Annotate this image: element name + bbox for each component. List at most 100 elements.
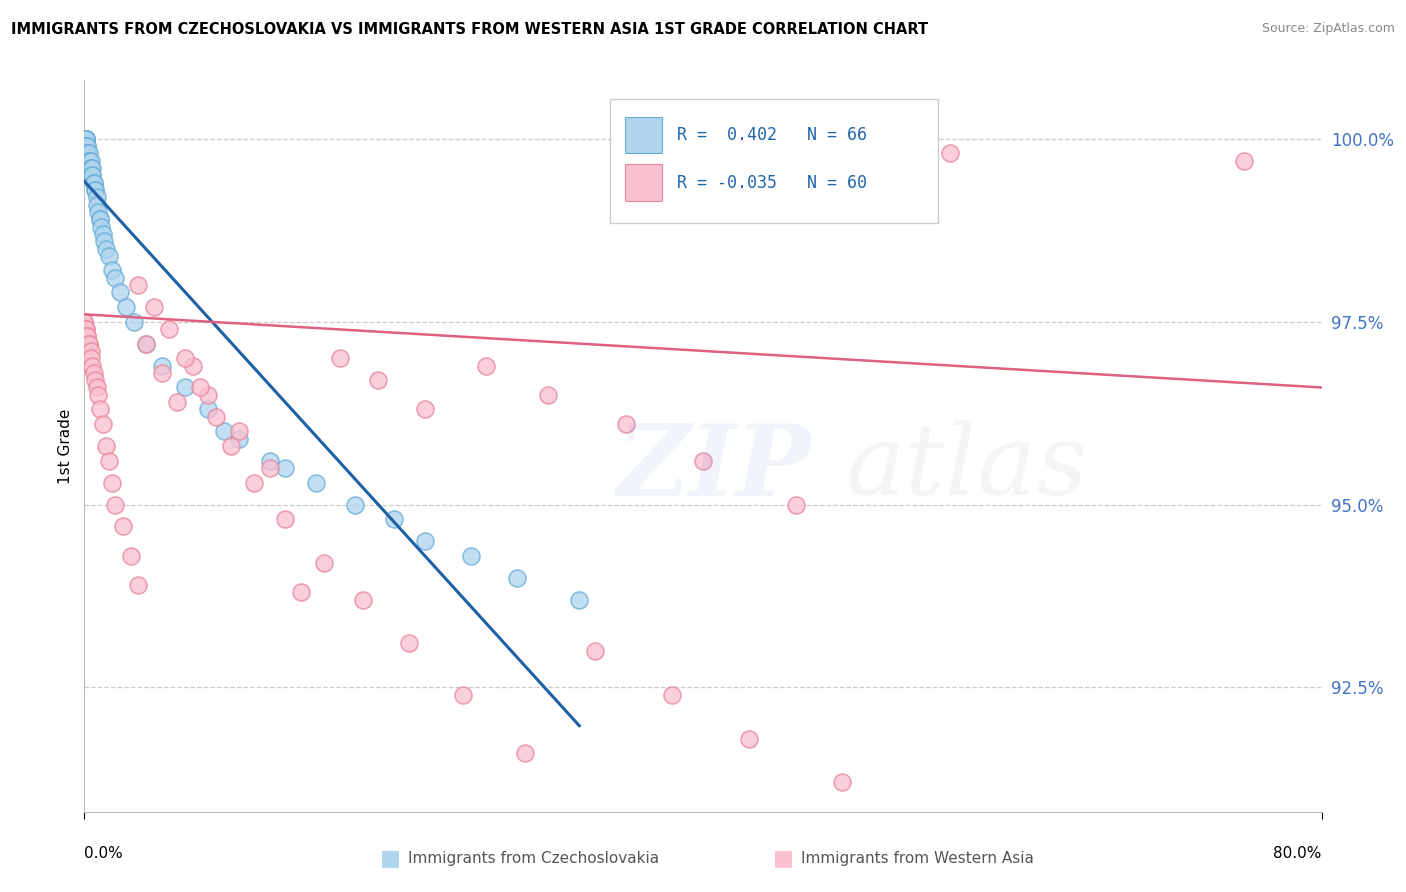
Point [89, 402, 111, 417]
Point [150, 366, 173, 380]
Point [79, 161, 101, 175]
Point [82, 161, 104, 175]
Point [614, 417, 637, 431]
Point [127, 278, 149, 293]
Point [76, 146, 98, 161]
Point [73, 132, 96, 146]
Point [537, 388, 560, 402]
Point [831, 775, 853, 789]
Point [73, 139, 96, 153]
Point [91, 227, 114, 241]
Point [115, 300, 138, 314]
Point [86, 380, 108, 394]
Point [274, 512, 297, 526]
Point [174, 351, 197, 366]
Point [205, 409, 228, 424]
Text: R = -0.035   N = 60: R = -0.035 N = 60 [678, 174, 868, 192]
Point [84, 183, 107, 197]
Point [101, 263, 124, 277]
Point [475, 359, 498, 373]
Text: ZIP: ZIP [616, 420, 811, 516]
Point [228, 432, 250, 446]
Point [738, 731, 761, 746]
Point [98, 249, 121, 263]
Point [328, 351, 352, 366]
Point [661, 688, 683, 702]
Point [143, 300, 166, 314]
Text: Immigrants from Western Asia: Immigrants from Western Asia [801, 851, 1035, 865]
Point [127, 578, 149, 592]
Point [73, 132, 96, 146]
Point [135, 336, 157, 351]
Point [73, 315, 96, 329]
Point [89, 212, 111, 227]
Point [343, 498, 366, 512]
Point [75, 139, 97, 153]
Point [228, 425, 250, 439]
Point [166, 395, 188, 409]
Point [352, 592, 374, 607]
Point [73, 132, 96, 146]
Point [73, 132, 96, 146]
Point [515, 746, 537, 760]
Point [219, 439, 242, 453]
Point [75, 132, 97, 146]
Point [188, 380, 211, 394]
Point [120, 549, 142, 563]
Point [75, 132, 97, 146]
Text: atlas: atlas [845, 420, 1088, 516]
Point [104, 270, 127, 285]
Point [174, 380, 197, 394]
Point [382, 512, 405, 526]
Point [77, 153, 100, 168]
Point [79, 153, 101, 168]
Point [79, 343, 101, 358]
Point [79, 161, 101, 175]
Bar [626, 164, 662, 201]
Point [112, 519, 135, 533]
Point [73, 132, 96, 146]
Point [77, 153, 100, 168]
Point [135, 336, 157, 351]
Point [413, 402, 436, 417]
Text: 0.0%: 0.0% [84, 847, 124, 862]
Point [939, 146, 962, 161]
Point [87, 205, 110, 219]
Point [91, 417, 114, 431]
Point [274, 461, 297, 475]
Y-axis label: 1st Grade: 1st Grade [58, 409, 73, 483]
Point [94, 439, 117, 453]
Point [75, 139, 97, 153]
Point [290, 585, 312, 599]
Point [83, 176, 105, 190]
Point [692, 453, 714, 467]
Point [398, 636, 420, 650]
Point [98, 453, 121, 467]
Text: ■: ■ [773, 848, 794, 868]
Point [87, 388, 110, 402]
Point [312, 556, 335, 570]
Point [73, 315, 96, 329]
Point [77, 336, 100, 351]
Bar [626, 117, 662, 153]
FancyBboxPatch shape [610, 99, 938, 223]
Text: IMMIGRANTS FROM CZECHOSLOVAKIA VS IMMIGRANTS FROM WESTERN ASIA 1ST GRADE CORRELA: IMMIGRANTS FROM CZECHOSLOVAKIA VS IMMIGR… [11, 22, 928, 37]
Point [82, 359, 104, 373]
Text: Immigrants from Czechoslovakia: Immigrants from Czechoslovakia [408, 851, 659, 865]
Point [76, 139, 98, 153]
Point [367, 373, 389, 387]
Point [460, 549, 482, 563]
Point [89, 212, 111, 227]
Point [76, 329, 98, 343]
Point [93, 234, 115, 248]
Point [104, 498, 127, 512]
Point [583, 644, 606, 658]
Point [77, 336, 100, 351]
Point [73, 132, 96, 146]
Point [84, 373, 107, 387]
Point [82, 169, 104, 183]
Point [305, 475, 328, 490]
Point [1233, 153, 1256, 168]
Point [212, 425, 235, 439]
Text: R =  0.402   N = 66: R = 0.402 N = 66 [678, 126, 868, 145]
